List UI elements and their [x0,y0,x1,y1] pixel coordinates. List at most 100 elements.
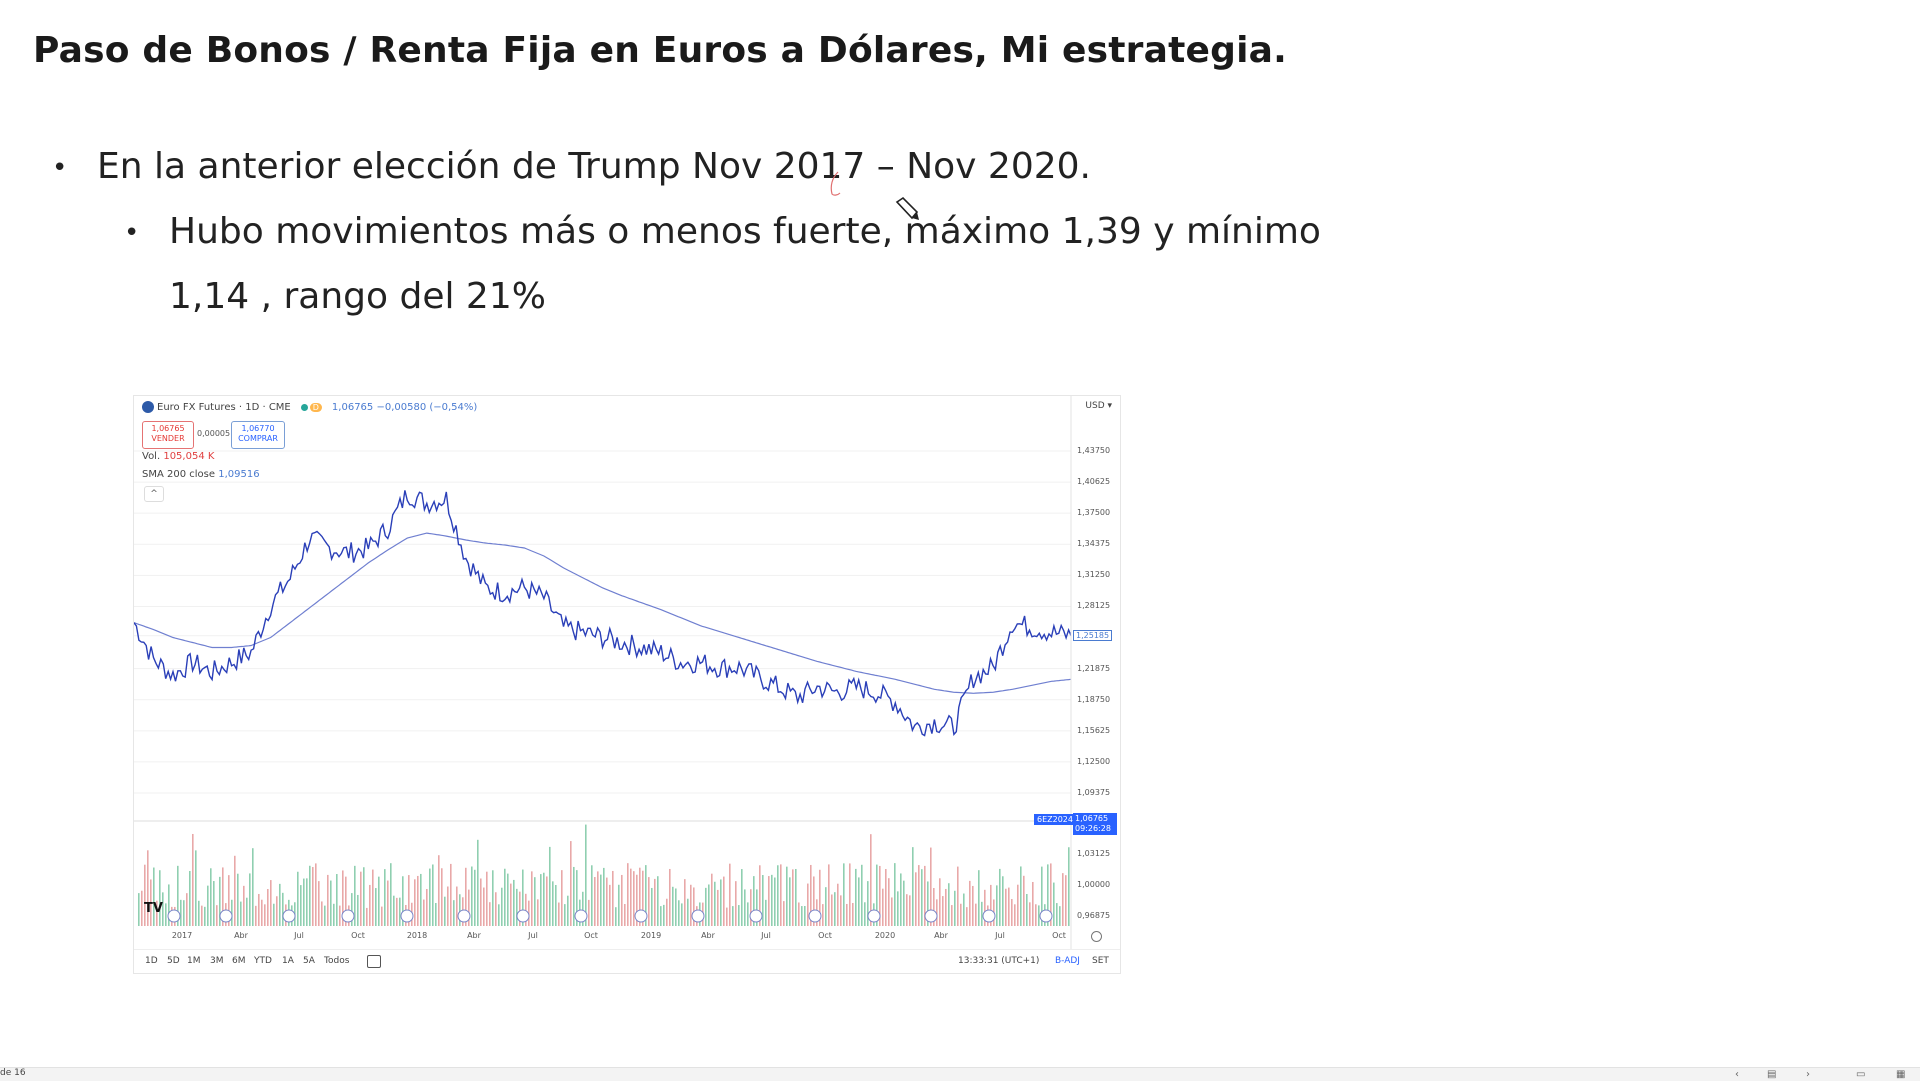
volume-bar [273,903,275,926]
volume-bar [456,886,458,926]
calendar-icon[interactable] [367,955,381,968]
slide-view-icon[interactable]: ▤ [1767,1069,1777,1080]
time-axis-label: Jul [761,931,771,940]
volume-bar [669,868,671,926]
grid-view-icon[interactable]: ▦ [1896,1069,1906,1080]
normal-view-icon[interactable]: ▭ [1856,1069,1866,1080]
volume-bar [336,874,338,926]
volume-bar [768,876,770,926]
volume-value: 105,054 K [163,451,215,462]
market-open-icon [300,403,308,411]
volume-bar [516,888,518,926]
volume-bar [321,901,323,926]
volume-bar [261,899,263,926]
volume-bar [723,876,725,926]
rollover-marker-icon[interactable] [219,909,233,923]
time-axis-label: 2019 [640,931,662,940]
volume-legend[interactable]: Vol. 105,054 K [142,451,214,462]
volume-bar [996,885,998,926]
chevron-right-icon[interactable]: › [1806,1069,1810,1080]
time-axis-label: Oct [351,931,365,940]
symbol-legend[interactable]: Euro FX Futures · 1D · CME D 1,06765 −0,00… [142,401,477,413]
price-axis-label: 1,31250 [1077,570,1111,580]
sub-bullet-text: Hubo movimientos más o menos fuerte, máx… [169,211,1321,252]
volume-bar [747,902,749,926]
volume-bar [645,865,647,926]
range-button-5d[interactable]: 5D [167,956,180,966]
rollover-marker-icon[interactable] [1039,909,1053,923]
volume-bar [921,869,923,926]
rollover-marker-icon[interactable] [457,909,471,923]
volume-bar [360,871,362,926]
rollover-marker-icon[interactable] [749,909,763,923]
volume-bar [543,872,545,926]
time-axis-label: Oct [1052,931,1066,940]
volume-bar [540,874,542,926]
volume-bar [549,846,551,926]
rollover-marker-icon[interactable] [982,909,996,923]
rollover-marker-icon[interactable] [516,909,530,923]
pen-cursor-icon [895,196,919,220]
volume-bar [276,896,278,926]
chevron-left-icon[interactable]: ‹ [1735,1069,1739,1080]
volume-bar [999,868,1001,926]
volume-bar [201,905,203,926]
rollover-marker-icon[interactable] [282,909,296,923]
range-button-1d[interactable]: 1D [145,956,158,966]
volume-bar [1041,866,1043,926]
volume-bar [513,879,515,926]
price-axis-label: 1,15625 [1077,725,1111,735]
range-button-5a[interactable]: 5A [303,956,315,966]
rollover-marker-icon[interactable] [634,909,648,923]
volume-bar [930,847,932,926]
range-button-6m[interactable]: 6M [232,956,246,966]
volume-bar [738,905,740,926]
sell-button[interactable]: 1,06765 VENDER [142,421,194,449]
volume-bar [864,902,866,926]
currency-selector[interactable]: USD ▾ [1085,401,1112,411]
gear-icon[interactable] [1091,931,1102,942]
rollover-marker-icon[interactable] [574,909,588,923]
price-axis-label: 1,43750 [1077,446,1111,455]
volume-bar [753,876,755,926]
volume-bar [648,877,650,926]
buy-button[interactable]: 1,06770 COMPRAR [231,421,285,449]
rollover-marker-icon[interactable] [167,909,181,923]
rollover-marker-icon[interactable] [808,909,822,923]
rollover-marker-icon[interactable] [691,909,705,923]
range-button-ytd[interactable]: YTD [254,956,272,966]
collapse-legend-button[interactable]: ^ [144,486,164,502]
volume-bar [594,877,596,926]
rollover-marker-icon[interactable] [341,909,355,923]
volume-bar [792,869,794,926]
volume-bar [954,890,956,926]
sma-line [134,532,1072,694]
range-button-1a[interactable]: 1A [282,956,294,966]
volume-bar [1059,906,1061,926]
volume-bar [657,876,659,926]
rollover-marker-icon[interactable] [400,909,414,923]
volume-bar [855,868,857,926]
volume-bar [939,878,941,926]
price-axis-label: 1,28125 [1077,601,1111,611]
range-button-3m[interactable]: 3M [210,956,224,966]
volume-bar [693,887,695,926]
range-button-1m[interactable]: 1M [187,956,201,966]
back-adjust-button[interactable]: B-ADJ [1055,956,1080,966]
settlement-button[interactable]: SET [1092,956,1109,966]
volume-bar [204,906,206,926]
volume-bar [243,885,245,926]
rollover-marker-icon[interactable] [924,909,938,923]
tradingview-logo: TV [144,901,163,916]
range-button-todos[interactable]: Todos [324,956,350,966]
rollover-marker-icon[interactable] [867,909,881,923]
volume-bar [801,906,803,926]
volume-bar [774,877,776,926]
sma-legend[interactable]: SMA 200 close 1,09516 [142,469,260,480]
volume-bar [504,868,506,926]
volume-bar [537,899,539,926]
volume-bar [771,874,773,926]
volume-bar [825,887,827,926]
volume-bar [561,870,563,926]
volume-bar [984,889,986,926]
